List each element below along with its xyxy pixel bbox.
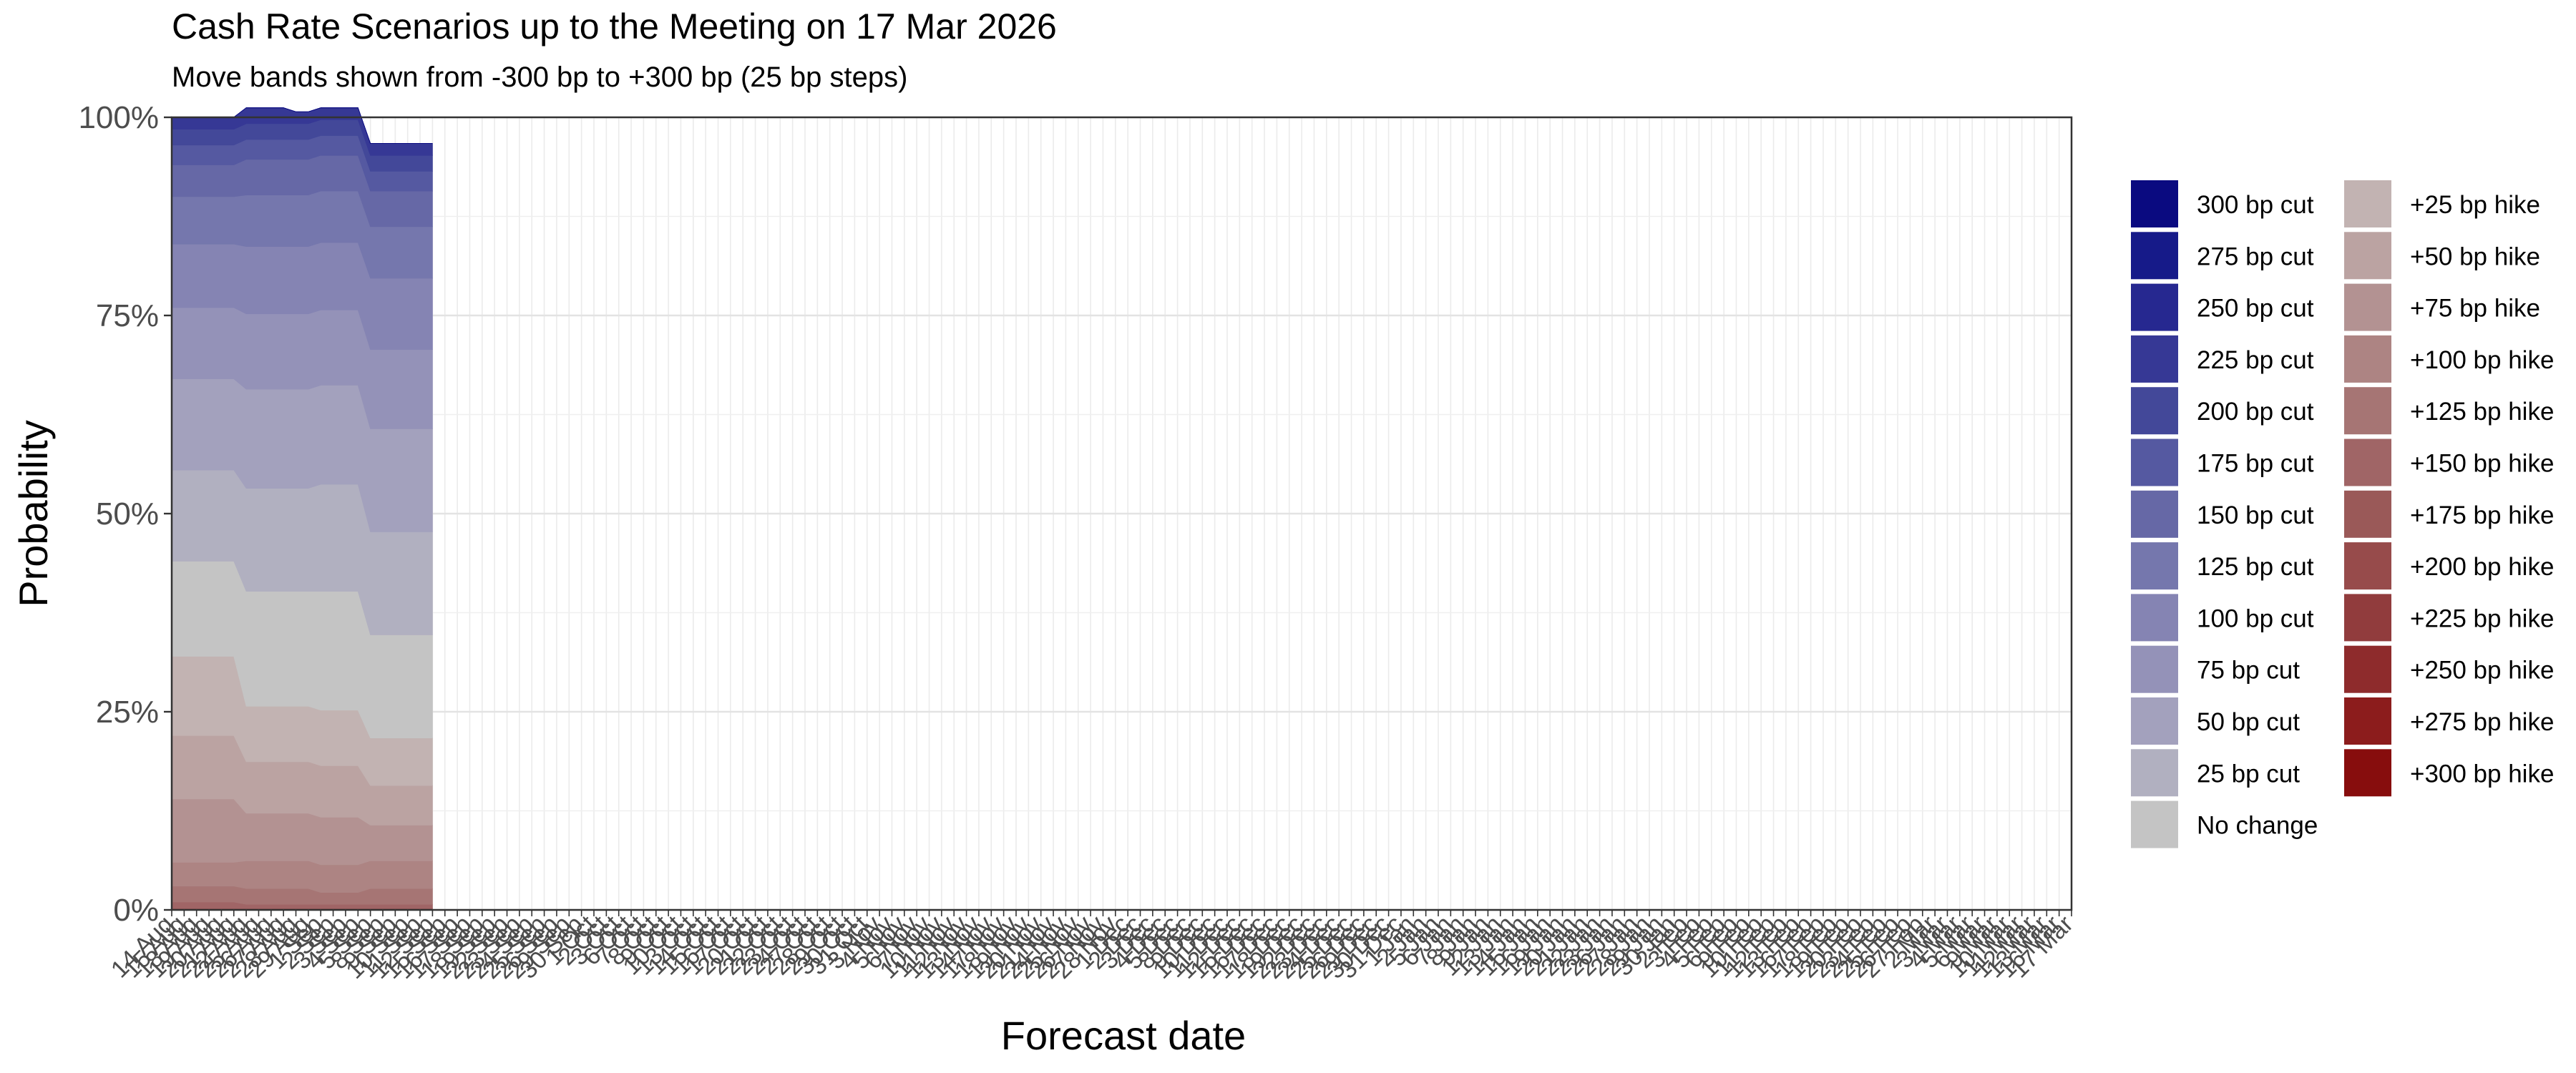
legend-label: 275 bp cut: [2197, 242, 2314, 270]
legend-swatch: [2344, 387, 2391, 435]
legend-label: 100 bp cut: [2197, 604, 2314, 632]
legend-swatch: [2131, 594, 2178, 642]
legend-swatch: [2131, 749, 2178, 797]
legend-swatch: [2344, 232, 2391, 280]
legend-label: +275 bp hike: [2410, 708, 2554, 736]
area-layer: [171, 107, 433, 911]
legend-swatch: [2131, 645, 2178, 693]
legend-label: 250 bp cut: [2197, 295, 2314, 323]
legend-label: 75 bp cut: [2197, 657, 2300, 685]
legend-swatch: [2131, 335, 2178, 383]
legend-swatch: [2131, 232, 2178, 280]
chart-subtitle: Move bands shown from -300 bp to +300 bp…: [172, 62, 908, 93]
y-tick-label: 75%: [96, 298, 159, 333]
legend-swatch: [2131, 438, 2178, 486]
legend-swatch: [2344, 490, 2391, 538]
legend-swatch: [2131, 283, 2178, 331]
legend-label: 50 bp cut: [2197, 708, 2300, 736]
area--125-bp-hike: [171, 886, 433, 905]
y-tick-label: 0%: [113, 893, 159, 928]
legend-label: +200 bp hike: [2410, 553, 2554, 581]
legend-label: 225 bp cut: [2197, 346, 2314, 374]
legend-swatch: [2344, 542, 2391, 590]
x-axis-label: Forecast date: [1001, 1013, 1246, 1058]
legend-label: +100 bp hike: [2410, 346, 2554, 374]
legend-label: +50 bp hike: [2410, 242, 2540, 270]
y-tick-label: 25%: [96, 695, 159, 730]
legend-label: +300 bp hike: [2410, 760, 2554, 788]
legend-swatch: [2344, 697, 2391, 745]
legend-label: +25 bp hike: [2410, 191, 2540, 219]
legend-label: +250 bp hike: [2410, 657, 2554, 685]
legend: 300 bp cut 275 bp cut 250 bp cut 225 bp cut…: [2131, 180, 2554, 848]
legend-swatch: [2131, 800, 2178, 848]
legend-label: +150 bp hike: [2410, 450, 2554, 478]
legend-swatch: [2344, 594, 2391, 642]
y-tick-label: 50%: [96, 496, 159, 531]
area-300-bp-cut: [172, 107, 433, 144]
legend-label: 125 bp cut: [2197, 553, 2314, 581]
legend-label: 175 bp cut: [2197, 450, 2314, 478]
legend-label: 200 bp cut: [2197, 398, 2314, 426]
legend-label: +125 bp hike: [2410, 398, 2554, 426]
legend-swatch: [2131, 490, 2178, 538]
legend-swatch: [2131, 697, 2178, 745]
legend-swatch: [2131, 387, 2178, 435]
legend-swatch: [2344, 180, 2391, 227]
legend-swatch: [2344, 749, 2391, 797]
legend-label: 150 bp cut: [2197, 501, 2314, 529]
legend-label: +175 bp hike: [2410, 501, 2554, 529]
legend-label: 300 bp cut: [2197, 191, 2314, 219]
legend-swatch: [2131, 180, 2178, 227]
legend-label: No change: [2197, 812, 2318, 840]
legend-label: +75 bp hike: [2410, 295, 2540, 323]
y-tick-label: 100%: [78, 100, 159, 135]
legend-swatch: [2131, 542, 2178, 590]
y-axis: 0% 25% 50% 75% 100%: [78, 100, 172, 928]
grid-layer: [171, 116, 2072, 911]
legend-swatch: [2344, 438, 2391, 486]
chart-title: Cash Rate Scenarios up to the Meeting on…: [172, 6, 1057, 46]
legend-label: 25 bp cut: [2197, 760, 2300, 788]
legend-swatch: [2344, 283, 2391, 331]
legend-swatch: [2344, 335, 2391, 383]
legend-label: +225 bp hike: [2410, 604, 2554, 632]
legend-swatch: [2344, 645, 2391, 693]
y-axis-label: Probability: [11, 420, 56, 607]
